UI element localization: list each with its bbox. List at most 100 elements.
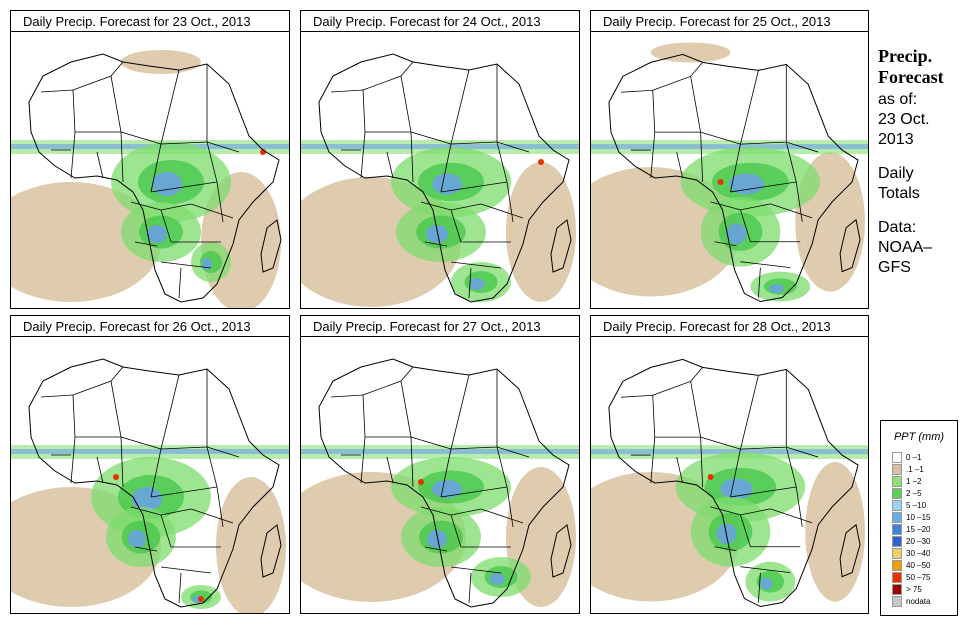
country-border	[72, 366, 124, 396]
sidebar-data-2: NOAA–	[878, 239, 933, 256]
legend: PPT (mm) 0 –1 .1 –1 1 –2 2 –5 5 –10 10 –15 15 …	[880, 420, 958, 616]
heavy-rain-area	[128, 530, 146, 548]
country-border	[654, 381, 702, 438]
country-border	[410, 131, 414, 183]
legend-label: 5 –10	[906, 501, 927, 510]
heavy-rain-area	[489, 573, 505, 585]
country-border	[178, 267, 182, 299]
country-border	[740, 566, 791, 574]
country-border	[450, 64, 498, 145]
madagascar-coastline	[550, 219, 572, 273]
legend-label: 40 –50	[906, 561, 931, 570]
country-border	[652, 62, 703, 91]
africa-coastline	[28, 53, 280, 303]
legend-swatch	[892, 548, 902, 559]
country-border	[450, 566, 502, 574]
light-rain-area	[216, 477, 286, 613]
heavy-rain-area	[768, 284, 784, 294]
country-border	[120, 374, 180, 450]
legend-label: 15 –20	[906, 525, 931, 534]
country-border	[216, 181, 224, 223]
country-border	[468, 267, 472, 299]
country-border	[506, 181, 514, 223]
heavy-rain-area	[132, 487, 162, 511]
legend-item: 15 –20	[892, 524, 930, 535]
legend-label: 1 –2	[906, 477, 922, 486]
madagascar-coastline	[260, 219, 282, 273]
country-border	[496, 446, 530, 458]
country-border	[770, 203, 813, 219]
light-rain-area	[805, 462, 866, 602]
country-border	[150, 448, 162, 498]
panel-title-4: Daily Precip. Forecast for 26 Oct., 2013	[10, 315, 290, 337]
heavy-rain-area	[469, 278, 485, 290]
country-border	[650, 132, 656, 179]
country-border	[785, 447, 797, 488]
country-border	[410, 69, 470, 145]
forecast-map-6	[590, 336, 869, 614]
country-border	[770, 508, 813, 524]
forecast-map-2	[300, 31, 580, 309]
legend-item: 2 –5	[892, 488, 922, 499]
country-border	[206, 141, 218, 183]
country-border	[740, 369, 787, 450]
heavy-rain-area	[425, 225, 449, 243]
country-border	[365, 75, 412, 133]
sidebar-totals-2: Totals	[878, 185, 920, 202]
heavy-rain-area	[726, 223, 747, 245]
country-border	[440, 448, 452, 498]
africa-coastline	[608, 358, 859, 608]
panel-title-6: Daily Precip. Forecast for 28 Oct., 2013	[590, 315, 869, 337]
country-border	[496, 141, 508, 183]
extreme-rain-spot	[113, 474, 119, 480]
country-border	[120, 131, 124, 183]
country-border	[362, 61, 414, 91]
sidebar-data-3: GFS	[878, 259, 911, 276]
country-border	[652, 367, 703, 396]
country-border	[700, 375, 759, 450]
country-border	[75, 75, 122, 133]
heavy-rain-area	[432, 480, 462, 498]
country-border	[795, 486, 803, 527]
country-border	[72, 61, 124, 91]
country-border	[620, 394, 656, 438]
country-border	[330, 394, 366, 438]
panel-title-1: Daily Precip. Forecast for 23 Oct., 2013	[10, 10, 290, 32]
country-border	[206, 446, 218, 488]
country-border	[424, 241, 448, 247]
legend-item: nodata	[892, 596, 930, 607]
country-border	[362, 366, 414, 396]
country-border	[450, 514, 462, 548]
light-rain-area	[506, 162, 576, 302]
legend-label: 20 –30	[906, 537, 931, 546]
country-border	[330, 89, 366, 133]
country-border	[160, 261, 212, 269]
rain-belt-core	[301, 144, 579, 149]
country-border	[386, 151, 394, 179]
legend-item: 30 –40	[892, 548, 930, 559]
africa-coastline	[608, 53, 859, 303]
madagascar-coastline	[839, 523, 861, 578]
country-border	[424, 546, 448, 552]
country-border	[150, 181, 218, 193]
heavy-rain-area	[152, 172, 182, 196]
legend-label: 0 –1	[906, 453, 922, 462]
extreme-rain-spot	[707, 474, 714, 480]
africa-coastline	[28, 358, 280, 608]
country-border	[496, 141, 530, 153]
africa-coastline	[318, 53, 570, 303]
rain-belt-core	[591, 144, 868, 150]
legend-swatch	[892, 584, 902, 595]
country-border	[786, 141, 819, 153]
sidebar-date-2: 2013	[878, 131, 914, 148]
panel-title-3: Daily Precip. Forecast for 25 Oct., 2013	[590, 10, 869, 32]
legend-label: > 75	[906, 585, 922, 594]
country-border	[740, 261, 791, 269]
legend-swatch	[892, 452, 902, 463]
country-border	[740, 514, 751, 547]
country-border	[410, 374, 470, 450]
madagascar-coastline	[839, 218, 861, 273]
sidebar-info: Precip. Forecast as of: 23 Oct. 2013 Dai…	[878, 46, 964, 278]
country-border	[714, 241, 737, 247]
legend-swatch	[892, 524, 902, 535]
